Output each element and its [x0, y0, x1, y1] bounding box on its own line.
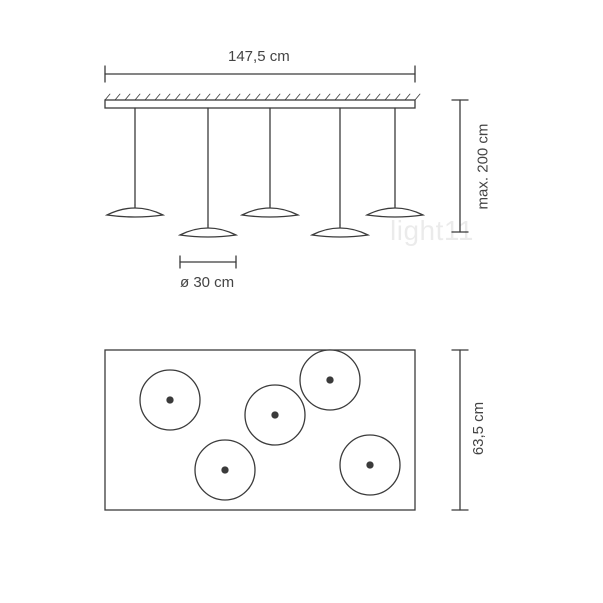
width-label: 147,5 cm — [228, 48, 290, 65]
depth-label: 63,5 cm — [470, 402, 487, 455]
dimension-drawing — [0, 0, 603, 603]
height-label: max. 200 cm — [474, 124, 491, 210]
diameter-label: ø 30 cm — [180, 274, 234, 291]
